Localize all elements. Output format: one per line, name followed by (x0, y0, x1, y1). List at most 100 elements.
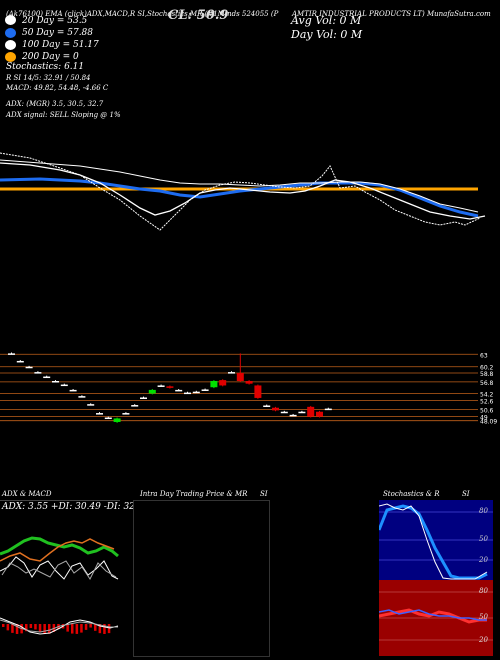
macd-line (0, 617, 119, 635)
ema200-dot-icon (5, 52, 16, 62)
adx-lines (0, 536, 119, 580)
macd-bar (29, 624, 33, 628)
candle-body (316, 411, 323, 417)
stoch-level-80: 80 (479, 507, 488, 515)
candle-body (175, 389, 183, 392)
macd-bar (107, 624, 111, 634)
price-level-label: 63 (480, 352, 488, 359)
price-level-label: 54.2 (480, 391, 494, 398)
candle-body (96, 413, 103, 415)
ema50-dot-icon (5, 28, 16, 38)
price-level-label: 60.2 (480, 365, 494, 372)
stoch-d-line (379, 503, 488, 580)
candle-body (219, 380, 227, 386)
price-level-label: 49 (480, 415, 488, 422)
candle-body (157, 385, 165, 387)
macd-bar (84, 624, 88, 630)
macd-bar (66, 624, 69, 632)
candle-body (78, 396, 86, 398)
price-level-label: 58.8 (480, 371, 494, 378)
ema100-line (0, 159, 479, 213)
stochastics-label: Stochastics: 6.11 (6, 62, 85, 72)
ema-chart (0, 152, 486, 231)
ema20-dot-icon (5, 15, 16, 25)
rsi-lines (379, 591, 493, 641)
rsi-signal-line (379, 609, 487, 621)
candle-body (87, 404, 95, 406)
candle-body (52, 381, 59, 383)
candle-body (254, 385, 262, 398)
candle-body (60, 384, 68, 387)
price-level-label: 52.6 (480, 399, 494, 406)
stoch-panel-title: Stochastics & R (383, 490, 440, 498)
price-level-label: 50.6 (480, 408, 494, 415)
candles (8, 352, 332, 423)
candle-body (69, 389, 77, 392)
ema20-label: 20 Day = 53.5 (22, 16, 88, 26)
candle-body (25, 366, 33, 369)
intraday-panel-title: Intra Day Trading Price & MR (140, 490, 248, 498)
macd-bar (11, 624, 14, 633)
candle-body (324, 408, 332, 411)
candle-body (34, 372, 42, 374)
rsi-label: R SI 14/5: 32.91 / 50.84 (6, 74, 91, 82)
macd-bar (25, 624, 28, 632)
candle-body (263, 405, 271, 407)
macd-lines (0, 617, 119, 635)
rsi-level-80: 80 (479, 587, 488, 595)
price-line (0, 152, 481, 231)
macd-bar (15, 624, 19, 634)
close-price: CL: 50.9 (168, 8, 229, 23)
ema200-label: 200 Day = 0 (22, 52, 79, 62)
macd-bar (48, 624, 51, 634)
header-line: (Ak76100) EMA (click)ADX,MACD,R SI,Stoch… (6, 10, 279, 18)
candle-body (43, 376, 51, 379)
candle-body (140, 397, 147, 399)
rsi-line (379, 608, 487, 624)
macd-bar (89, 624, 92, 628)
candle-body (236, 372, 244, 381)
candle-body (148, 389, 156, 394)
company-name: AMTIR INDUSTRIAL PRODUCTS LT) MunafaSutr… (292, 10, 491, 18)
candle-body (8, 353, 15, 355)
macd-bar (2, 624, 5, 627)
rsi-level-20: 20 (479, 636, 488, 644)
candle-body (228, 372, 235, 374)
avg-volume: Avg Vol: 0 M (291, 14, 362, 27)
stoch-level-50: 50 (479, 535, 488, 543)
ema100-label: 100 Day = 51.17 (22, 40, 99, 50)
stoch-lines (379, 503, 493, 580)
candle-body (289, 414, 297, 417)
macd-bar (43, 624, 46, 634)
ema50-line (0, 177, 479, 218)
macd-signal-line (0, 619, 118, 633)
candle-body (104, 417, 112, 420)
macd-label: MACD: 49.82, 54.48, -4.66 C (6, 84, 109, 92)
macd-bar (38, 624, 42, 633)
price-grid (0, 353, 478, 422)
candle-body (113, 418, 121, 422)
candle-body (131, 405, 139, 407)
adx-panel-title: ADX & MACD (2, 490, 52, 498)
adx-signal: ADX signal: SELL Sloping @ 1% (6, 111, 121, 119)
rsi-level-50: 50 (479, 613, 488, 621)
price-level-label: 48.09 (480, 419, 497, 426)
adx-line (0, 556, 119, 580)
candle-body (166, 386, 174, 388)
stoch-k-line (379, 504, 488, 580)
minus-di-line (0, 538, 115, 562)
macd-bar (75, 624, 79, 634)
macd-panel (0, 586, 120, 656)
intraday-panel (133, 500, 270, 657)
stoch-si-label: SI (462, 490, 470, 498)
candle-body (210, 381, 218, 388)
stochastics-panel: 80 50 20 (379, 500, 493, 580)
price-level-label: 56.8 (480, 380, 494, 387)
ema50-label: 50 Day = 57.88 (22, 28, 94, 38)
macd-bar (103, 624, 106, 634)
ema100-dot-icon (5, 40, 16, 50)
adx-readout: ADX: 3.55 +DI: 30.49 -DI: 32.74 (2, 502, 150, 512)
candle-body (245, 381, 253, 384)
candle-body (184, 392, 191, 395)
